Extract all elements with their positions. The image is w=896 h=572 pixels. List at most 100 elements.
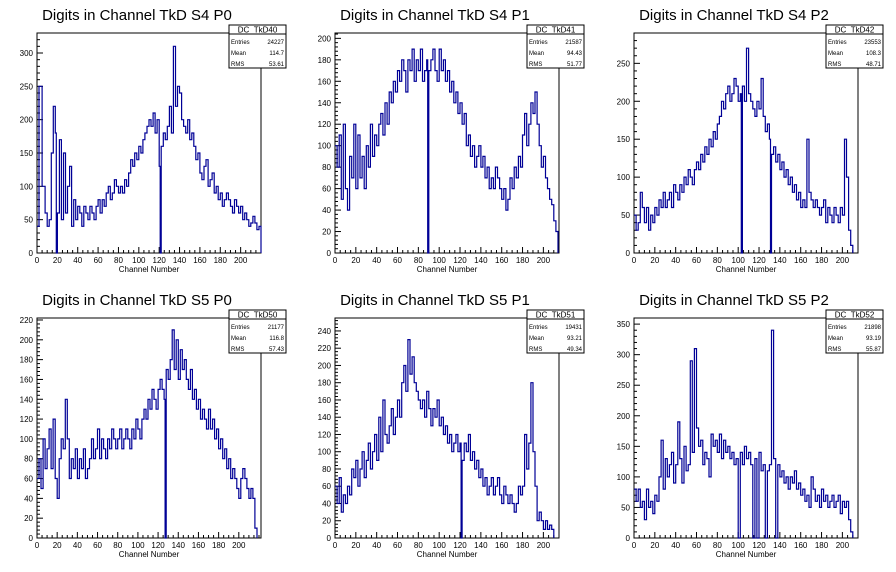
stats-name: DC_TkD40 (238, 26, 278, 35)
x-tick-label: 0 (632, 256, 637, 265)
y-tick-label: 0 (327, 249, 332, 258)
y-tick-label: 120 (20, 415, 34, 424)
y-tick-label: 240 (318, 327, 332, 336)
y-tick-label: 200 (20, 116, 34, 125)
x-tick-label: 100 (131, 541, 145, 550)
x-tick-label: 200 (836, 541, 850, 550)
stats-value: 21898 (864, 325, 881, 331)
y-tick-label: 100 (20, 435, 34, 444)
x-tick-label: 140 (474, 541, 488, 550)
x-tick-label: 180 (212, 541, 226, 550)
stats-key: Mean (828, 51, 843, 57)
x-tick-label: 140 (173, 256, 187, 265)
y-tick-label: 150 (617, 135, 631, 144)
stats-value: 93.19 (866, 336, 882, 342)
y-tick-label: 0 (29, 249, 34, 258)
x-tick-label: 200 (537, 541, 551, 550)
y-tick-label: 300 (20, 49, 34, 58)
y-tick-label: 140 (318, 413, 332, 422)
chart-title: Digits in Channel TkD S5 P0 (42, 292, 232, 309)
x-tick-label: 200 (232, 541, 246, 550)
stats-value: 49.34 (567, 347, 583, 353)
x-axis-label: Channel Number (716, 550, 777, 559)
stats-key: RMS (231, 347, 244, 353)
x-tick-label: 180 (516, 541, 530, 550)
stats-value: 21177 (268, 325, 285, 331)
y-tick-label: 0 (327, 534, 332, 543)
stats-name: DC_TkD51 (536, 311, 576, 320)
stats-value: 19431 (565, 325, 582, 331)
x-tick-label: 160 (794, 256, 808, 265)
x-tick-label: 60 (393, 541, 402, 550)
y-tick-label: 140 (318, 99, 332, 108)
y-tick-label: 200 (617, 97, 631, 106)
histogram-panel-3: Digits in Channel TkD S5 P0 Channel Numbe… (20, 292, 287, 559)
y-tick-label: 20 (322, 228, 331, 237)
stats-value: 51.77 (567, 62, 583, 68)
stats-value: 93.21 (567, 336, 583, 342)
y-tick-label: 220 (318, 344, 332, 353)
x-tick-label: 40 (671, 256, 680, 265)
y-tick-label: 50 (621, 503, 630, 512)
y-tick-label: 60 (322, 482, 331, 491)
x-tick-label: 0 (333, 256, 338, 265)
y-tick-label: 140 (20, 395, 34, 404)
y-tick-label: 160 (20, 375, 34, 384)
histogram-series (335, 48, 559, 254)
x-tick-label: 100 (132, 256, 146, 265)
stats-key: RMS (231, 62, 244, 68)
plot-frame (36, 32, 262, 254)
stats-value: 55.87 (866, 347, 882, 353)
x-tick-label: 80 (713, 256, 722, 265)
histogram-panel-1: Digits in Channel TkD S4 P1 Channel Numbe… (318, 7, 585, 274)
y-tick-label: 100 (318, 448, 332, 457)
stats-key: Entries (828, 40, 847, 46)
y-tick-label: 40 (322, 499, 331, 508)
x-tick-label: 180 (214, 256, 228, 265)
histogram-series (37, 329, 258, 539)
x-tick-label: 140 (474, 256, 488, 265)
y-tick-label: 160 (318, 77, 332, 86)
x-tick-label: 100 (732, 256, 746, 265)
y-tick-label: 160 (318, 396, 332, 405)
stats-value: 116.8 (269, 336, 284, 342)
chart-title: Digits in Channel TkD S4 P1 (340, 7, 530, 24)
stats-value: 21587 (565, 40, 582, 46)
y-tick-label: 20 (322, 517, 331, 526)
stats-box (526, 24, 585, 69)
y-tick-label: 80 (24, 455, 33, 464)
y-tick-label: 0 (626, 249, 631, 258)
stats-key: Mean (828, 336, 843, 342)
stats-key: Mean (231, 336, 246, 342)
stats-value: 108.3 (866, 51, 882, 57)
x-tick-label: 20 (650, 541, 659, 550)
x-tick-label: 40 (372, 256, 381, 265)
x-tick-label: 40 (73, 541, 82, 550)
x-tick-label: 60 (692, 256, 701, 265)
y-tick-label: 50 (621, 211, 630, 220)
plot-frame (334, 32, 560, 254)
stats-key: RMS (529, 347, 542, 353)
stats-key: Entries (231, 325, 250, 331)
y-tick-label: 120 (318, 430, 332, 439)
x-tick-label: 120 (151, 541, 165, 550)
stats-key: Entries (529, 325, 548, 331)
stats-box (526, 309, 585, 354)
stats-key: Mean (529, 51, 544, 57)
stats-value: 94.43 (567, 51, 583, 57)
x-tick-label: 160 (192, 541, 206, 550)
histogram-panel-2: Digits in Channel TkD S4 P2 Channel Numbe… (617, 7, 884, 274)
y-tick-label: 100 (617, 473, 631, 482)
x-tick-label: 120 (752, 256, 766, 265)
y-tick-label: 180 (20, 356, 34, 365)
stats-value: 48.71 (866, 62, 882, 68)
x-tick-label: 60 (393, 256, 402, 265)
stats-name: DC_TkD41 (536, 26, 576, 35)
x-tick-label: 80 (713, 541, 722, 550)
x-tick-label: 160 (794, 541, 808, 550)
histogram-series (335, 339, 555, 539)
y-tick-label: 100 (617, 173, 631, 182)
x-axis-label: Channel Number (417, 265, 478, 274)
y-tick-label: 200 (318, 361, 332, 370)
stats-key: RMS (529, 62, 542, 68)
